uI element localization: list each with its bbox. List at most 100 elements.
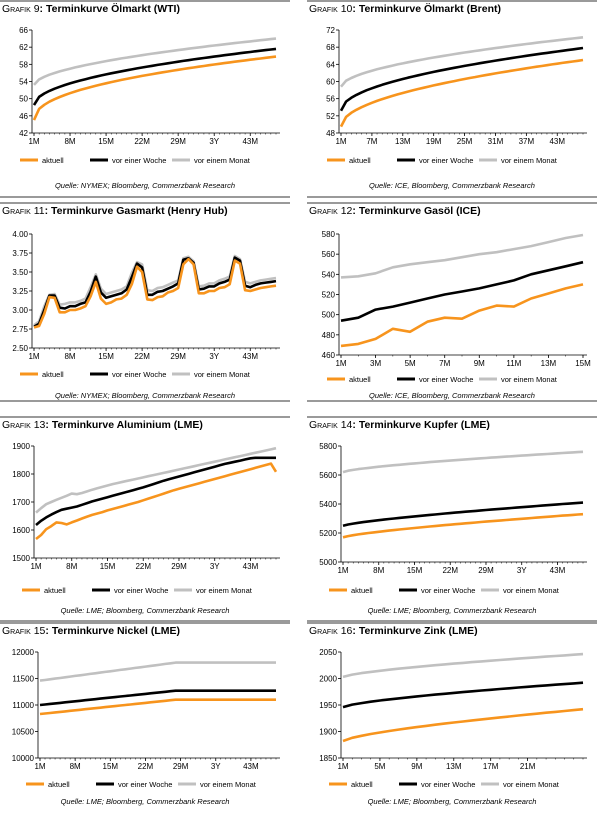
chart-title: Grafik 15: Terminkurve Nickel (LME): [2, 625, 180, 637]
y-tick-label: 2050: [319, 648, 337, 657]
x-tick-label: 43M: [243, 562, 259, 571]
series-line-monat: [33, 37, 277, 86]
x-tick-label: 31M: [488, 137, 504, 146]
chart-kupfer: 5000 5200 5400 5600 5800 1M 8M 15M 22M 29M 3Y 43M ak…: [319, 442, 587, 595]
chart-panel-wti: Grafik 9: Terminkurve Ölmarkt (WTI) 42 46…: [0, 0, 290, 200]
y-tick-label: 5000: [319, 558, 337, 567]
series-line-monat: [35, 446, 277, 514]
x-tick-label: 3M: [370, 359, 381, 368]
chart-aluminium: 1500 1600 1700 1800 1900 1M 8M 15M 22M 29M 3Y 43M ak…: [12, 442, 280, 595]
x-tick-label: 29M: [171, 562, 187, 571]
legend-label-woche: vor einer Woche: [112, 370, 166, 379]
chart-gasoil: 460 480 500 520 540 560 580 1M 3M 5M 7M 9M 11M 13M 15M…: [322, 230, 591, 384]
y-tick-label: 42: [19, 129, 28, 138]
legend-label-woche: vor einer Woche: [421, 780, 475, 789]
x-tick-label: 22M: [134, 352, 150, 361]
x-tick-label: 3Y: [211, 762, 221, 771]
y-tick-label: 1850: [319, 754, 337, 763]
y-tick-label: 500: [322, 311, 336, 320]
x-tick-label: 43M: [549, 137, 565, 146]
x-tick-label: 22M: [442, 566, 458, 575]
x-tick-label: 22M: [138, 762, 154, 771]
legend-label-monat: vor einem Monat: [501, 375, 558, 384]
chart-panel-brent: Grafik 10: Terminkurve Ölmarkt (Brent) 4…: [307, 0, 597, 200]
y-tick-label: 3.50: [12, 268, 28, 277]
x-tick-label: 15M: [98, 137, 114, 146]
y-tick-label: 58: [19, 60, 28, 69]
legend-label-woche: vor einer Woche: [112, 156, 166, 165]
y-tick-label: 3.25: [12, 287, 28, 296]
source-note: Quelle: NYMEX; Bloomberg, Commerzbank Re…: [54, 391, 236, 400]
legend-label-monat: vor einem Monat: [200, 780, 257, 789]
x-tick-label: 3Y: [210, 562, 220, 571]
x-tick-label: 1M: [335, 359, 346, 368]
x-tick-label: 9M: [411, 762, 422, 771]
y-tick-label: 1700: [12, 498, 30, 507]
legend-label-woche: vor einer Woche: [114, 586, 168, 595]
x-tick-label: 3Y: [517, 566, 527, 575]
chart-panel-gas: Grafik 11: Terminkurve Gasmarkt (Henry H…: [0, 202, 290, 402]
x-tick-label: 17M: [483, 762, 499, 771]
legend-label-monat: vor einem Monat: [503, 586, 560, 595]
series-line-monat: [39, 661, 276, 682]
y-tick-label: 48: [326, 129, 335, 138]
legend-label-woche: vor einer Woche: [118, 780, 172, 789]
x-tick-label: 3Y: [209, 137, 219, 146]
y-tick-label: 4.00: [12, 230, 28, 239]
x-tick-label: 15M: [103, 762, 119, 771]
legend-label-woche: vor einer Woche: [419, 375, 473, 384]
y-tick-label: 11500: [12, 675, 34, 684]
x-tick-label: 15M: [98, 352, 114, 361]
y-tick-label: 1950: [319, 701, 337, 710]
x-tick-label: 43M: [242, 352, 258, 361]
x-tick-label: 1M: [34, 762, 45, 771]
source-note: Quelle: NYMEX; Bloomberg, Commerzbank Re…: [54, 181, 236, 190]
x-tick-label: 7M: [439, 359, 450, 368]
source-note: Quelle: LME; Bloomberg, Commerzbank Rese…: [367, 606, 537, 615]
source-note: Quelle: ICE, Bloomberg, Commerzbank Rese…: [369, 391, 535, 400]
x-tick-label: 5M: [405, 359, 416, 368]
chart-panel-gasoil: Grafik 12: Terminkurve Gasöl (ICE) 460 48…: [307, 202, 597, 402]
legend-label-aktuell: aktuell: [351, 586, 373, 595]
legend-label-monat: vor einem Monat: [194, 156, 251, 165]
chart-panel-aluminium: Grafik 13: Terminkurve Aluminium (LME) 1…: [0, 416, 290, 616]
source-note: Quelle: LME; Bloomberg, Commerzbank Rese…: [367, 797, 537, 806]
x-tick-label: 1M: [335, 137, 346, 146]
y-tick-label: 1900: [319, 728, 337, 737]
y-tick-label: 68: [326, 43, 335, 52]
chart-panel-nickel: Grafik 15: Terminkurve Nickel (LME) 1000…: [0, 622, 290, 822]
y-tick-label: 12000: [12, 648, 35, 657]
chart-title: Grafik 13: Terminkurve Aluminium (LME): [2, 419, 203, 431]
top-rule: [307, 0, 597, 2]
series-line-woche: [39, 689, 276, 707]
x-tick-label: 1M: [337, 762, 348, 771]
y-tick-label: 1500: [12, 554, 30, 563]
x-tick-label: 1M: [28, 352, 39, 361]
legend-label-aktuell: aktuell: [349, 375, 371, 384]
x-tick-label: 25M: [457, 137, 473, 146]
y-tick-label: 520: [322, 291, 336, 300]
x-tick-label: 7M: [366, 137, 377, 146]
bottom-rule: [0, 196, 290, 198]
source-note: Quelle: LME; Bloomberg, Commerzbank Rese…: [60, 797, 230, 806]
y-tick-label: 62: [19, 43, 28, 52]
x-tick-label: 1M: [30, 562, 41, 571]
y-tick-label: 2.50: [12, 344, 28, 353]
x-tick-label: 43M: [550, 566, 566, 575]
y-tick-label: 50: [19, 95, 28, 104]
source-note: Quelle: LME; Bloomberg, Commerzbank Rese…: [60, 606, 230, 615]
series-line-aktuell: [33, 257, 277, 329]
chart-title: Grafik 16: Terminkurve Zink (LME): [309, 625, 478, 637]
x-tick-label: 9M: [474, 359, 485, 368]
top-rule: [307, 202, 597, 204]
y-tick-label: 72: [326, 26, 335, 35]
series-line-woche: [35, 456, 276, 527]
legend-label-aktuell: aktuell: [349, 156, 371, 165]
row-rule: [307, 620, 597, 622]
y-tick-label: 3.75: [12, 249, 28, 258]
y-tick-label: 5400: [319, 500, 337, 509]
bottom-rule: [307, 400, 597, 402]
legend-label-monat: vor einem Monat: [194, 370, 251, 379]
x-tick-label: 29M: [173, 762, 189, 771]
legend-label-monat: vor einem Monat: [503, 780, 560, 789]
